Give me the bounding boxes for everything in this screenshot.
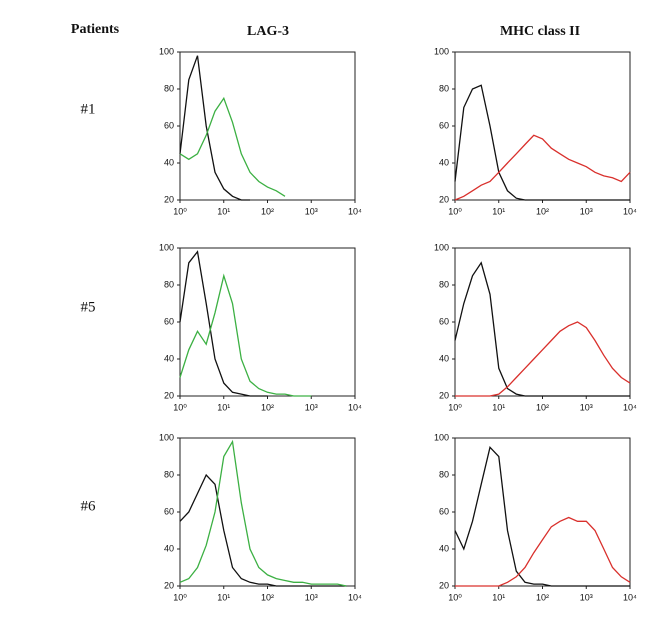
plot-frame — [454, 247, 631, 397]
x-tick-label: 10¹ — [492, 592, 505, 602]
x-tick-label: 10¹ — [217, 402, 230, 412]
histogram-line — [454, 134, 631, 201]
x-tick-label: 10³ — [580, 206, 593, 216]
x-tick-label: 10⁰ — [448, 592, 462, 602]
y-tick-label: 20 — [164, 194, 174, 204]
y-tick-label: 60 — [164, 120, 174, 130]
x-tick-label: 10⁴ — [348, 592, 362, 602]
x-tick-label: 10² — [536, 402, 549, 412]
x-tick-label: 10⁰ — [173, 592, 187, 602]
x-tick-label: 10² — [261, 592, 274, 602]
y-tick-label: 40 — [439, 543, 449, 553]
y-tick-label: 80 — [164, 469, 174, 479]
column-title: LAG-3 — [247, 24, 289, 39]
y-tick-label: 100 — [159, 46, 174, 56]
y-tick-label: 80 — [164, 279, 174, 289]
y-tick-label: 40 — [164, 543, 174, 553]
x-tick-label: 10² — [261, 402, 274, 412]
y-tick-label: 20 — [164, 580, 174, 590]
histogram-line — [455, 516, 631, 587]
x-tick-label: 10¹ — [492, 206, 505, 216]
y-tick-label: 80 — [439, 469, 449, 479]
y-tick-label: 20 — [439, 194, 449, 204]
y-tick-label: 40 — [439, 157, 449, 167]
x-tick-label: 10³ — [580, 402, 593, 412]
x-tick-label: 10³ — [580, 592, 593, 602]
x-tick-label: 10² — [536, 206, 549, 216]
x-tick-label: 10¹ — [217, 592, 230, 602]
histogram-line — [454, 84, 630, 201]
x-tick-label: 10² — [536, 592, 549, 602]
plot-frame — [454, 437, 631, 587]
y-tick-label: 100 — [159, 432, 174, 442]
y-tick-label: 60 — [439, 506, 449, 516]
x-tick-label: 10³ — [305, 206, 318, 216]
y-tick-label: 80 — [164, 83, 174, 93]
histogram-line — [179, 273, 312, 397]
histogram-line — [179, 96, 286, 197]
histogram-line — [179, 250, 268, 397]
y-tick-label: 60 — [439, 316, 449, 326]
y-tick-label: 80 — [439, 83, 449, 93]
y-tick-label: 20 — [439, 390, 449, 400]
x-tick-label: 10⁰ — [448, 402, 462, 412]
x-tick-label: 10² — [261, 206, 274, 216]
y-tick-label: 100 — [434, 242, 449, 252]
plot-frame — [454, 51, 631, 201]
y-tick-label: 20 — [439, 580, 449, 590]
x-tick-label: 10³ — [305, 402, 318, 412]
y-tick-label: 100 — [434, 46, 449, 56]
x-tick-label: 10⁴ — [348, 402, 362, 412]
row-label: #6 — [81, 498, 97, 514]
x-tick-label: 10¹ — [492, 402, 505, 412]
x-tick-label: 10⁴ — [623, 402, 637, 412]
histogram-line — [455, 321, 631, 397]
x-tick-label: 10⁰ — [173, 206, 187, 216]
histogram-line — [179, 473, 347, 587]
y-tick-label: 100 — [434, 432, 449, 442]
x-tick-label: 10⁰ — [173, 402, 187, 412]
column-title: MHC class II — [500, 24, 580, 39]
y-tick-label: 20 — [164, 390, 174, 400]
histogram-line — [454, 445, 630, 587]
y-tick-label: 100 — [159, 242, 174, 252]
y-tick-label: 60 — [164, 316, 174, 326]
x-tick-label: 10¹ — [217, 206, 230, 216]
row-label: #1 — [81, 101, 96, 117]
x-tick-label: 10⁴ — [623, 206, 637, 216]
plot-frame — [179, 437, 356, 587]
histogram-line — [454, 261, 630, 397]
y-tick-label: 40 — [439, 353, 449, 363]
x-tick-label: 10⁴ — [348, 206, 362, 216]
x-tick-label: 10⁴ — [623, 592, 637, 602]
histogram-line — [179, 55, 250, 201]
y-tick-label: 40 — [164, 353, 174, 363]
x-tick-label: 10⁰ — [448, 206, 462, 216]
y-tick-label: 60 — [164, 506, 174, 516]
corner-label: Patients — [71, 22, 120, 37]
x-tick-label: 10³ — [305, 592, 318, 602]
y-tick-label: 40 — [164, 157, 174, 167]
y-tick-label: 80 — [439, 279, 449, 289]
y-tick-label: 60 — [439, 120, 449, 130]
plot-frame — [179, 247, 356, 397]
row-label: #5 — [81, 299, 96, 315]
histogram-line — [179, 439, 347, 587]
